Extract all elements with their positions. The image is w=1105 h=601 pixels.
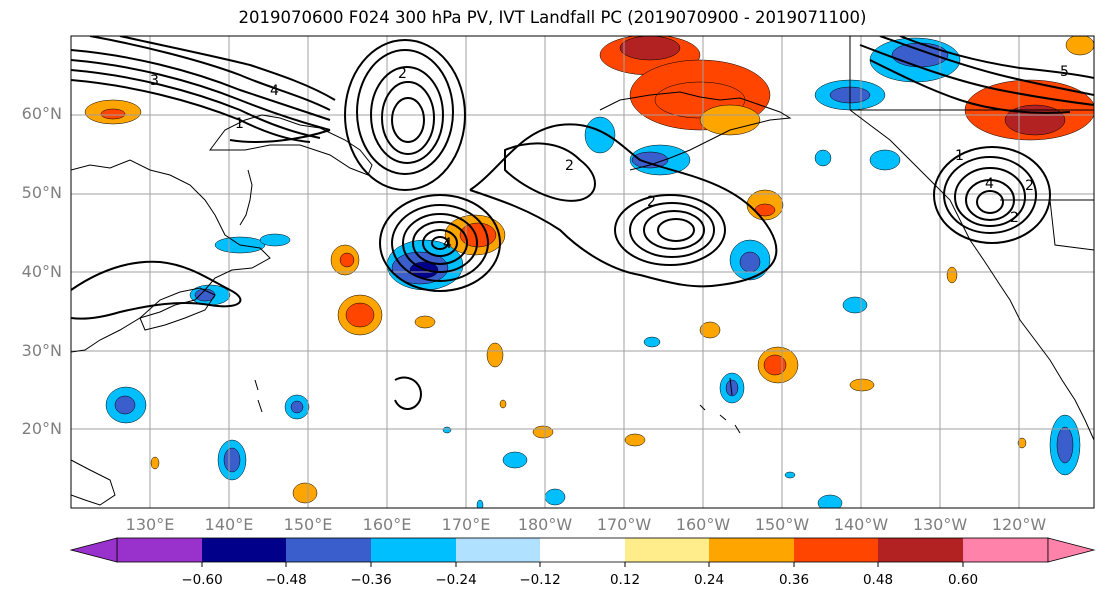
ivt-anomaly-patch (499, 399, 507, 409)
colorbar-tick-label: −0.48 (265, 572, 307, 588)
lon-label: 160°W (675, 515, 731, 534)
ivt-anomaly-patch (414, 315, 436, 329)
colorbar-segment (540, 538, 625, 562)
lat-label: 20°N (21, 419, 62, 438)
lon-label: 170°W (596, 515, 652, 534)
colorbar-segment (625, 538, 709, 562)
ivt-anomaly-patch (114, 395, 136, 415)
figure-title: 2019070600 F024 300 hPa PV, IVT Landfall… (238, 8, 867, 27)
ivt-anomaly-patch (624, 433, 646, 447)
ivt-anomaly-patch (486, 342, 504, 368)
lat-label: 60°N (21, 104, 62, 123)
colorbar-tick-label: −0.60 (181, 572, 223, 588)
colorbar-segment (117, 538, 202, 562)
colorbar-segment (794, 538, 878, 562)
ivt-anomaly-patch (814, 149, 832, 167)
ivt-anomaly-patch (946, 266, 958, 284)
ivt-anomaly-patch (290, 400, 304, 414)
coastlines (71, 36, 1094, 506)
colorbar-tick-label: 0.48 (862, 572, 894, 588)
colorbar-extend-high (1047, 537, 1096, 563)
lon-label: 160°E (362, 515, 412, 534)
lon-label: 150°W (754, 515, 810, 534)
ivt-anomaly-patch (699, 321, 721, 339)
contour-label: 1 (235, 116, 244, 132)
contour-label: 2 (1010, 210, 1019, 226)
ivt-anomaly-patch (849, 378, 875, 392)
ivt-shading (84, 36, 1094, 508)
map-frame (70, 35, 1095, 509)
ivt-anomaly-patch (1017, 437, 1027, 449)
lon-label: 180°W (517, 515, 573, 534)
contour-label: 4 (443, 236, 452, 252)
contour-label: 2 (565, 158, 574, 174)
ivt-anomaly-patch (869, 149, 901, 171)
colorbar-segment (202, 538, 286, 562)
ivt-anomaly-patch (1065, 36, 1094, 56)
ivt-anomaly-patch (345, 302, 375, 328)
colorbar-tick-label: 0.12 (609, 572, 641, 588)
ivt-anomaly-patch (763, 354, 787, 376)
lat-label: 50°N (21, 183, 62, 202)
ivt-anomaly-patch (476, 499, 484, 508)
contour-label: 1 (955, 148, 964, 164)
lat-label: 30°N (21, 341, 62, 360)
ivt-anomaly-patch (784, 471, 796, 479)
lon-label: 130°W (912, 515, 968, 534)
ivt-anomaly-patch (725, 379, 739, 397)
ivt-anomaly-patch (817, 494, 843, 508)
ivt-anomaly-patch (223, 447, 241, 473)
ivt-anomaly-patch (584, 116, 616, 154)
colorbar-segment (286, 538, 371, 562)
colorbar-tick-label: 0.36 (778, 572, 810, 588)
contour-label: 2 (398, 66, 407, 82)
ivt-anomaly-patch (1056, 426, 1074, 464)
colorbar-tick-label: −0.12 (519, 572, 561, 588)
lon-label: 130°E (125, 515, 175, 534)
contour-label: 3 (150, 73, 159, 89)
graticule (71, 36, 1094, 508)
contour-label: 2 (1025, 178, 1034, 194)
colorbar-tick-label: −0.36 (350, 572, 392, 588)
contour-labels: 3 4 1 2 2 2 1 2 4 5 4 2 (150, 64, 1069, 252)
colorbar-segment (963, 538, 1048, 562)
ivt-anomaly-patch (643, 336, 661, 348)
colorbar-tick-label: −0.24 (435, 572, 477, 588)
contour-label: 2 (647, 194, 656, 210)
colorbar-segment (371, 538, 456, 562)
colorbar-segment (456, 538, 540, 562)
pv-contours (71, 36, 1094, 410)
ivt-anomaly-patch (699, 104, 761, 136)
lon-label: 140°W (833, 515, 889, 534)
colorbar-tick-label: 0.24 (693, 572, 725, 588)
lat-label: 40°N (21, 262, 62, 281)
ivt-anomaly-patch (619, 36, 681, 61)
contour-label: 5 (1060, 64, 1069, 80)
colorbar-extend-low (69, 537, 118, 563)
colorbar-segment (709, 538, 794, 562)
ivt-anomaly-patch (100, 108, 126, 120)
ivt-anomaly-patch (292, 482, 318, 504)
ivt-anomaly-patch (631, 151, 669, 169)
lon-label: 120°W (991, 515, 1047, 534)
ivt-anomaly-patch (259, 233, 291, 247)
ivt-anomaly-patch (150, 456, 160, 470)
ivt-anomaly-patch (502, 451, 528, 469)
colorbar-segment (878, 538, 963, 562)
ivt-anomaly-patch (339, 252, 355, 268)
contour-label: 4 (270, 83, 279, 99)
lon-label: 140°E (204, 515, 254, 534)
lon-label: 150°E (283, 515, 333, 534)
contour-label: 4 (985, 176, 994, 192)
colorbar-tick-label: 0.60 (947, 572, 979, 588)
lon-label: 170°E (441, 515, 491, 534)
